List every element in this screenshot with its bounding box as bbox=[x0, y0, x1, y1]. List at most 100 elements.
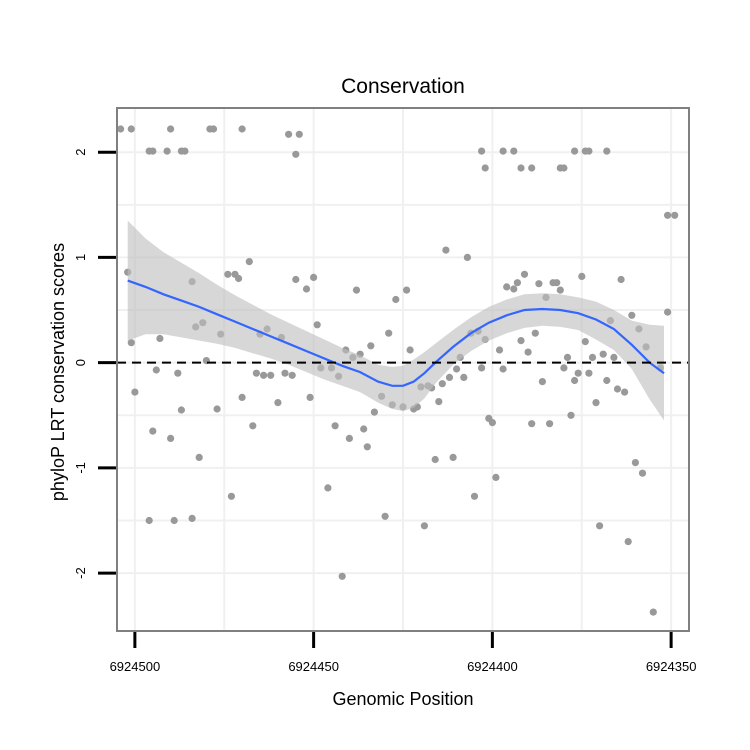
data-point bbox=[535, 280, 543, 288]
data-point bbox=[478, 147, 486, 155]
data-point bbox=[302, 285, 311, 293]
data-point bbox=[367, 342, 375, 350]
x-tick-label: 6924400 bbox=[467, 659, 518, 674]
data-point bbox=[463, 253, 471, 261]
data-point bbox=[149, 427, 157, 435]
data-point bbox=[510, 147, 518, 155]
data-point bbox=[613, 385, 622, 393]
data-point bbox=[152, 366, 160, 374]
data-point bbox=[295, 130, 303, 138]
data-point bbox=[649, 608, 657, 616]
data-point bbox=[238, 393, 246, 401]
data-point bbox=[503, 283, 511, 291]
y-tick-label: 0 bbox=[73, 359, 88, 366]
data-point bbox=[306, 393, 314, 401]
data-point bbox=[560, 364, 568, 372]
chart-title: Conservation bbox=[341, 75, 465, 98]
data-point bbox=[310, 273, 318, 281]
data-point bbox=[478, 364, 486, 372]
data-point bbox=[149, 147, 157, 155]
data-point bbox=[127, 339, 135, 347]
panel-border bbox=[116, 107, 690, 632]
data-point bbox=[324, 484, 332, 492]
data-point bbox=[499, 147, 507, 155]
data-point bbox=[571, 147, 579, 155]
data-point bbox=[553, 279, 561, 287]
data-point bbox=[481, 164, 489, 172]
data-point bbox=[403, 286, 411, 294]
data-point bbox=[260, 371, 268, 379]
data-point bbox=[352, 286, 361, 294]
data-point bbox=[556, 286, 564, 294]
data-point bbox=[285, 130, 293, 138]
x-axis-label: Genomic Position bbox=[332, 689, 473, 709]
y-tick-label: 2 bbox=[73, 149, 88, 156]
data-point bbox=[517, 337, 525, 345]
data-point bbox=[603, 376, 611, 385]
data-point bbox=[671, 211, 679, 219]
plot-panel: 6924500 6924450 6924400 6924350 -2 -1 0 1 2 bbox=[73, 107, 697, 674]
data-point bbox=[492, 473, 500, 481]
data-point bbox=[453, 365, 461, 373]
data-point bbox=[592, 399, 600, 407]
data-point bbox=[495, 346, 504, 354]
data-point bbox=[224, 270, 232, 278]
smooth-line bbox=[127, 279, 665, 387]
data-point bbox=[313, 321, 321, 329]
data-point bbox=[177, 406, 185, 414]
data-point bbox=[638, 469, 647, 477]
data-point bbox=[488, 419, 496, 427]
data-point bbox=[528, 164, 536, 172]
x-tick-label: 6924500 bbox=[110, 659, 161, 674]
data-point bbox=[664, 308, 672, 316]
data-point bbox=[517, 164, 525, 172]
data-point bbox=[531, 329, 539, 337]
data-point bbox=[617, 275, 625, 284]
data-point bbox=[524, 348, 532, 356]
data-point bbox=[546, 420, 554, 428]
x-tick-label: 6924350 bbox=[646, 659, 697, 674]
data-point bbox=[585, 369, 593, 377]
data-point bbox=[131, 388, 139, 396]
data-point bbox=[227, 492, 235, 500]
data-point bbox=[631, 459, 640, 467]
data-point bbox=[560, 164, 568, 172]
data-point bbox=[603, 147, 611, 155]
data-point bbox=[513, 279, 522, 287]
data-point bbox=[338, 572, 346, 580]
data-point bbox=[581, 338, 589, 346]
data-point bbox=[238, 125, 246, 133]
data-point bbox=[578, 272, 586, 280]
data-point bbox=[163, 147, 171, 155]
data-point bbox=[610, 353, 618, 361]
data-point bbox=[571, 376, 579, 385]
y-tick-label: -2 bbox=[73, 567, 88, 579]
data-point bbox=[267, 371, 275, 379]
data-point bbox=[435, 398, 443, 406]
data-point bbox=[188, 514, 196, 523]
data-point bbox=[406, 346, 414, 354]
data-point bbox=[235, 274, 243, 283]
data-point bbox=[209, 125, 218, 133]
data-point bbox=[574, 369, 582, 377]
data-point bbox=[567, 411, 575, 419]
data-point bbox=[181, 147, 189, 155]
data-point bbox=[145, 516, 153, 525]
data-point bbox=[249, 422, 257, 430]
data-point bbox=[528, 420, 536, 428]
data-point bbox=[510, 285, 518, 293]
data-point bbox=[438, 380, 446, 388]
x-tick-label: 6924450 bbox=[288, 659, 339, 674]
data-point bbox=[331, 422, 339, 430]
data-point bbox=[156, 334, 164, 343]
data-point bbox=[420, 522, 428, 530]
y-tick-label: -1 bbox=[73, 462, 88, 474]
data-point bbox=[167, 125, 175, 133]
data-point bbox=[360, 425, 368, 433]
data-point bbox=[281, 369, 289, 377]
data-point bbox=[274, 399, 282, 407]
data-point bbox=[538, 378, 547, 386]
data-point bbox=[449, 453, 457, 461]
data-point bbox=[624, 538, 632, 546]
data-point bbox=[499, 365, 507, 373]
